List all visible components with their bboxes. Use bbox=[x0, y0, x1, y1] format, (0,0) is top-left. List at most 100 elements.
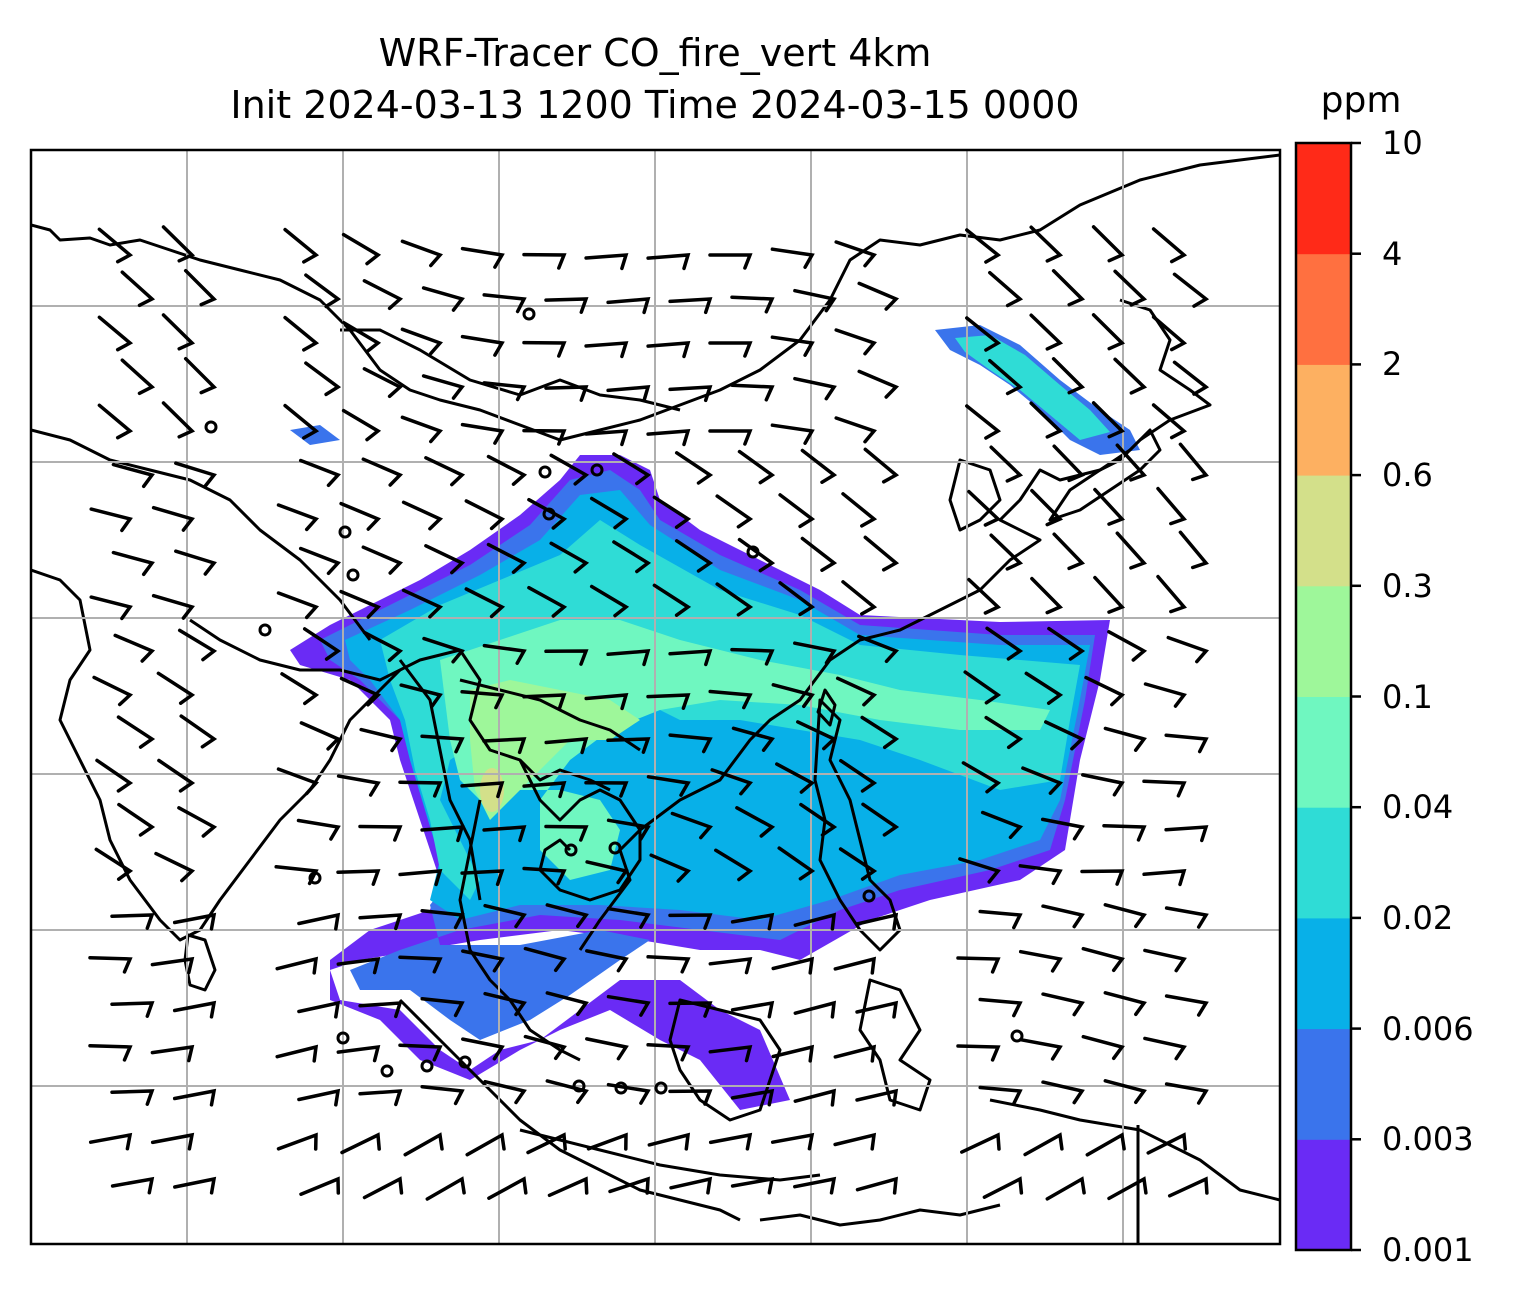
wind-barb bbox=[482, 643, 527, 665]
wind-barb bbox=[1156, 486, 1187, 526]
coastline-india bbox=[31, 568, 402, 942]
plume-level-0.04 bbox=[440, 620, 1050, 880]
wind-barb bbox=[855, 912, 899, 931]
wind-barb bbox=[361, 545, 404, 575]
wind-barb bbox=[461, 1037, 505, 1061]
wind-barb bbox=[652, 583, 692, 617]
wind-barb bbox=[283, 403, 320, 440]
wind-barb bbox=[584, 781, 629, 798]
coastline-java bbox=[519, 1128, 821, 1182]
wind-barb bbox=[770, 335, 815, 357]
wind-barb bbox=[424, 544, 466, 575]
wind-barb bbox=[341, 232, 382, 266]
wind-barb bbox=[963, 670, 1002, 705]
wind-barb bbox=[771, 683, 815, 709]
wind-barb bbox=[1018, 864, 1063, 886]
coastline-china-east bbox=[578, 298, 1212, 951]
wind-barb bbox=[857, 369, 900, 399]
wind-barb bbox=[584, 693, 629, 711]
wind-barb bbox=[1113, 357, 1148, 395]
wind-barb bbox=[978, 909, 1023, 930]
wind-barb bbox=[1018, 949, 1063, 973]
colorbar-tick-label: 4 bbox=[1382, 234, 1403, 273]
wind-barb bbox=[833, 956, 877, 975]
calm-marker bbox=[458, 1055, 472, 1069]
coastline-japan bbox=[1048, 428, 1162, 522]
wind-barb bbox=[522, 781, 567, 799]
wind-barb bbox=[299, 1176, 341, 1196]
wind-barb bbox=[1093, 575, 1126, 614]
wind-barb bbox=[652, 495, 692, 529]
wind-barb bbox=[731, 726, 775, 752]
wind-barb bbox=[1044, 720, 1086, 751]
wind-barb bbox=[646, 253, 691, 271]
wind-barb bbox=[92, 675, 134, 707]
wind-barb bbox=[855, 1000, 899, 1019]
wind-barb bbox=[297, 1088, 341, 1107]
wind-barb bbox=[1029, 313, 1064, 351]
calm-marker bbox=[380, 1064, 394, 1078]
wind-barb bbox=[1178, 530, 1209, 570]
wind-barb bbox=[978, 997, 1023, 1018]
wind-barb bbox=[361, 457, 404, 487]
wind-barb bbox=[1103, 903, 1147, 929]
wind-barb bbox=[841, 492, 878, 528]
colorbar-segment bbox=[1296, 807, 1351, 919]
wind-barb bbox=[275, 1044, 319, 1063]
wind-barb bbox=[398, 955, 443, 974]
wind-barb bbox=[522, 866, 567, 886]
wind-barb bbox=[1143, 1036, 1187, 1061]
wind-barb bbox=[989, 445, 1024, 483]
colorbar-segment bbox=[1296, 475, 1351, 587]
wind-barb bbox=[336, 1044, 381, 1063]
wind-barb bbox=[545, 991, 589, 1017]
wind-barb bbox=[483, 991, 527, 1017]
wind-barb bbox=[1167, 1176, 1209, 1198]
wind-barb bbox=[116, 715, 156, 749]
colorbar-tick-label: 0.1 bbox=[1382, 677, 1433, 716]
map-title-line-1: WRF-Tracer CO_fire_vert 4km bbox=[378, 31, 932, 75]
wind-barb bbox=[674, 451, 714, 485]
coastline-lesser-sunda bbox=[759, 1203, 1001, 1227]
wind-barb bbox=[833, 1132, 877, 1151]
wind-barb bbox=[857, 634, 900, 664]
wind-barb bbox=[589, 496, 630, 530]
wind-barb bbox=[833, 1044, 877, 1063]
colorbar-segment bbox=[1296, 917, 1351, 1030]
wind-barb bbox=[304, 273, 342, 309]
wind-barb bbox=[460, 781, 505, 799]
wind-barb bbox=[799, 802, 838, 837]
wind-barb bbox=[855, 1176, 898, 1195]
wind-barb bbox=[1142, 779, 1187, 798]
plume-level-0.1 bbox=[470, 680, 640, 820]
wind-barb bbox=[110, 1176, 155, 1195]
wind-barb bbox=[527, 497, 568, 530]
colorbar-segment bbox=[1296, 253, 1351, 365]
wind-barb bbox=[958, 857, 1001, 884]
wind-barb bbox=[606, 649, 651, 667]
calm-marker bbox=[564, 843, 578, 857]
wind-barb bbox=[606, 994, 651, 1017]
wind-barb bbox=[985, 626, 1024, 661]
wind-barb bbox=[460, 334, 505, 357]
colorbar-tick-label: 0.3 bbox=[1382, 566, 1433, 605]
wind-barb bbox=[708, 1044, 753, 1063]
wind-barb bbox=[460, 246, 505, 269]
wind-barb bbox=[606, 818, 651, 841]
wind-barb bbox=[1041, 1080, 1085, 1105]
wind-barb bbox=[1102, 823, 1147, 842]
wind-barb bbox=[111, 462, 155, 489]
wind-barb bbox=[1146, 1132, 1188, 1155]
wind-barb bbox=[299, 721, 342, 751]
wind-barb bbox=[1164, 733, 1209, 754]
wind-barb bbox=[420, 734, 465, 754]
wind-barb bbox=[965, 316, 1002, 352]
wind-barb bbox=[1142, 869, 1187, 887]
wind-barb bbox=[401, 500, 444, 531]
wind-barb bbox=[668, 1001, 713, 1018]
coastline-sulawesi bbox=[858, 978, 932, 1112]
wind-barb bbox=[708, 689, 753, 710]
wind-barb bbox=[339, 676, 382, 707]
wind-barb bbox=[708, 956, 753, 975]
wind-barb bbox=[522, 252, 567, 270]
